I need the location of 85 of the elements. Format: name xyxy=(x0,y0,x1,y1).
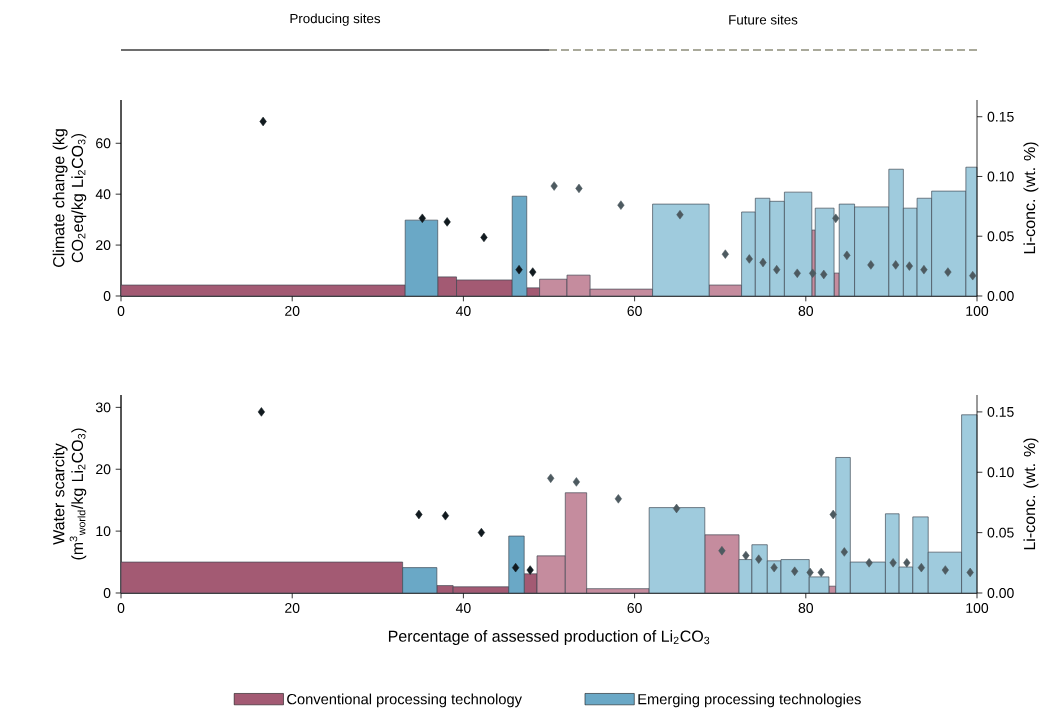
point xyxy=(547,473,555,483)
x-tick-label: 20 xyxy=(285,603,300,613)
point xyxy=(614,494,622,504)
point xyxy=(840,547,848,557)
point xyxy=(905,261,913,271)
point xyxy=(259,116,267,127)
point xyxy=(257,407,265,417)
point xyxy=(617,200,625,210)
point xyxy=(572,477,580,487)
point xyxy=(843,250,851,261)
point xyxy=(742,550,750,561)
point xyxy=(969,271,977,281)
point xyxy=(770,562,778,573)
point xyxy=(480,232,488,243)
point xyxy=(773,265,781,275)
x-axis-title: Percentage of assessed production of Li$_{2}$CO$_{3}$ xyxy=(388,630,710,646)
x-tick-label: 0 xyxy=(117,306,125,316)
x-tick-label: 60 xyxy=(627,306,642,316)
point xyxy=(672,503,681,514)
point xyxy=(793,268,801,278)
point xyxy=(443,217,451,227)
point xyxy=(892,260,900,270)
point xyxy=(865,558,873,568)
point xyxy=(529,267,537,277)
point xyxy=(829,509,837,520)
y-tick-label: 0 xyxy=(103,588,111,598)
y-tick-label: 10 xyxy=(96,526,111,537)
x-tick-label: 0 xyxy=(117,603,125,613)
y-tick-label: 20 xyxy=(96,464,111,475)
point xyxy=(917,562,925,573)
point xyxy=(415,509,423,520)
x-tick-label: 40 xyxy=(455,603,471,613)
point xyxy=(575,183,583,194)
y2-tick-label: 0.15 xyxy=(987,111,1014,122)
y2-tick-label: 0.10 xyxy=(987,171,1014,182)
legend-label: Emerging processing technologies xyxy=(638,693,861,708)
point xyxy=(550,181,558,191)
y-tick-label: 60 xyxy=(96,138,111,149)
point xyxy=(418,213,426,223)
point xyxy=(676,210,684,220)
x-tick-label: 100 xyxy=(966,306,989,316)
x-tick-label: 80 xyxy=(798,306,814,316)
point xyxy=(920,265,928,275)
point xyxy=(515,265,523,275)
y-tick-label: 40 xyxy=(95,189,111,200)
y2-tick-label: 0.00 xyxy=(987,291,1014,301)
point xyxy=(806,567,814,578)
legend-label: Conventional processing technology xyxy=(287,693,522,708)
y-tick-label: 0 xyxy=(103,291,111,301)
point xyxy=(809,268,817,278)
y2-tick-label: 0.05 xyxy=(987,231,1014,242)
point xyxy=(512,562,520,573)
text: Future sites xyxy=(729,14,798,25)
x-tick-label: 20 xyxy=(285,306,300,316)
point xyxy=(820,269,828,280)
y-tick-label: 20 xyxy=(96,240,111,251)
point xyxy=(755,554,763,564)
text: Producing sites xyxy=(290,13,381,26)
point xyxy=(745,254,753,264)
point xyxy=(477,527,485,538)
point xyxy=(867,260,875,270)
point xyxy=(941,565,949,575)
y2-tick-label: 0.00 xyxy=(987,588,1014,598)
point xyxy=(903,558,911,568)
point xyxy=(718,546,726,556)
point xyxy=(721,249,729,259)
point xyxy=(817,567,825,578)
point xyxy=(889,558,897,568)
y2-tick-label: 0.15 xyxy=(987,406,1014,417)
x-tick-label: 100 xyxy=(966,603,989,613)
x-tick-label: 40 xyxy=(455,306,471,316)
point xyxy=(966,567,974,578)
y2-tick-label: 0.05 xyxy=(987,527,1014,538)
point xyxy=(759,257,767,268)
point xyxy=(441,511,449,521)
point xyxy=(526,565,534,575)
x-tick-label: 80 xyxy=(798,603,814,613)
y2-axis-title: Li-conc. (wt. %) xyxy=(1023,438,1039,550)
x-tick-label: 60 xyxy=(627,603,642,613)
point xyxy=(832,213,840,223)
y-tick-label: 30 xyxy=(95,402,111,413)
y2-tick-label: 0.10 xyxy=(987,467,1014,478)
y2-axis-title: Li-conc. (wt. %) xyxy=(1023,142,1039,254)
point xyxy=(944,267,952,277)
point xyxy=(791,566,799,576)
